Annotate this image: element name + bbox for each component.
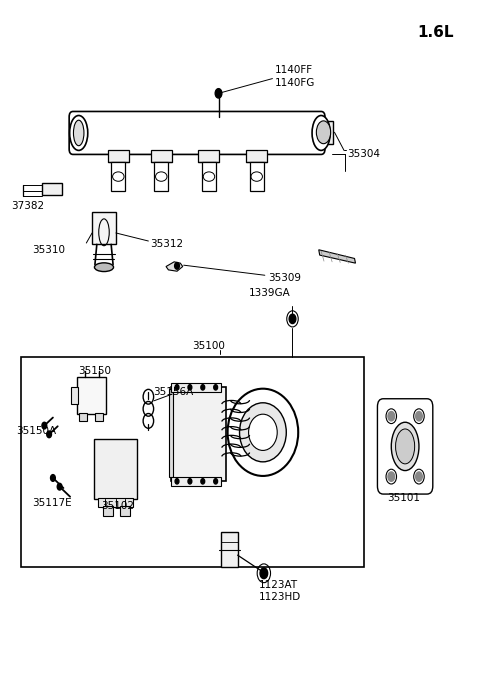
Text: 1339GA: 1339GA [249, 288, 290, 299]
Text: 35156A: 35156A [153, 387, 193, 397]
Circle shape [214, 479, 217, 484]
Polygon shape [169, 390, 173, 477]
Circle shape [416, 412, 422, 421]
Circle shape [260, 568, 268, 579]
Text: 35309: 35309 [268, 273, 300, 283]
Ellipse shape [95, 263, 114, 272]
Text: 35310: 35310 [33, 245, 65, 255]
Ellipse shape [73, 120, 84, 146]
Polygon shape [166, 262, 183, 271]
Circle shape [57, 483, 62, 490]
Ellipse shape [396, 429, 415, 464]
Circle shape [416, 472, 422, 481]
Bar [120, 506, 130, 516]
Circle shape [175, 479, 179, 484]
Circle shape [47, 431, 51, 437]
Polygon shape [221, 532, 238, 567]
Circle shape [188, 385, 192, 390]
Text: 35117E: 35117E [33, 499, 72, 508]
Text: 35150: 35150 [78, 365, 111, 375]
Text: 35102: 35102 [102, 501, 134, 511]
Bar [95, 439, 137, 499]
Bar [77, 377, 107, 415]
Circle shape [214, 385, 217, 390]
Circle shape [175, 385, 179, 390]
Bar [314, 121, 333, 144]
Bar [250, 162, 264, 191]
Bar [42, 183, 62, 195]
Bar [171, 383, 221, 392]
Ellipse shape [240, 403, 286, 462]
Circle shape [50, 474, 55, 481]
Polygon shape [319, 250, 356, 263]
Text: 35304: 35304 [348, 149, 380, 159]
Ellipse shape [316, 121, 331, 144]
Circle shape [388, 472, 395, 481]
Bar [202, 162, 216, 191]
Bar [171, 388, 226, 481]
Text: 35312: 35312 [150, 239, 183, 249]
Ellipse shape [312, 115, 330, 150]
FancyBboxPatch shape [377, 399, 433, 494]
Circle shape [42, 422, 47, 429]
Bar [92, 212, 116, 245]
Ellipse shape [70, 115, 88, 150]
Circle shape [188, 479, 192, 484]
Bar [98, 498, 132, 508]
Circle shape [388, 412, 395, 421]
Text: 37382: 37382 [11, 201, 44, 211]
Circle shape [201, 385, 204, 390]
Text: 35100: 35100 [192, 341, 225, 350]
Bar [71, 388, 78, 404]
FancyBboxPatch shape [69, 111, 325, 154]
Circle shape [289, 314, 296, 324]
Ellipse shape [249, 415, 277, 450]
Circle shape [201, 479, 204, 484]
Text: 35150A: 35150A [16, 426, 56, 436]
Bar [154, 162, 168, 191]
Bar [95, 413, 103, 421]
Text: 1.6L: 1.6L [418, 25, 454, 40]
Bar [171, 477, 221, 486]
Polygon shape [246, 150, 267, 162]
Text: 1140FF
1140FG: 1140FF 1140FG [275, 65, 315, 88]
Polygon shape [199, 150, 219, 162]
Bar [103, 506, 113, 516]
Ellipse shape [391, 422, 419, 470]
Circle shape [215, 89, 222, 98]
Text: 1123AT
1123HD: 1123AT 1123HD [259, 580, 301, 602]
Polygon shape [108, 150, 129, 162]
Circle shape [175, 262, 180, 269]
Bar [111, 162, 125, 191]
Bar [79, 413, 87, 421]
Bar [22, 357, 364, 567]
Ellipse shape [228, 389, 298, 476]
Text: 35101: 35101 [387, 493, 420, 503]
Polygon shape [151, 150, 172, 162]
